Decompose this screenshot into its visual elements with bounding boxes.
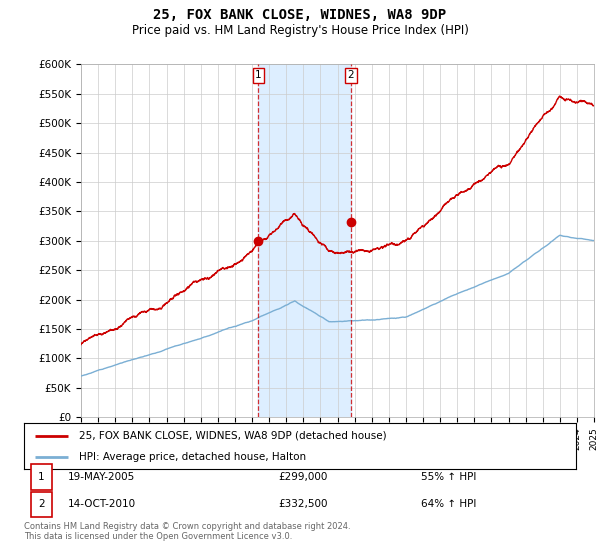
Text: 2: 2 [38, 500, 44, 510]
Text: Price paid vs. HM Land Registry's House Price Index (HPI): Price paid vs. HM Land Registry's House … [131, 24, 469, 36]
Bar [259, 64, 351, 417]
Text: 1: 1 [38, 472, 44, 482]
Text: 55% ↑ HPI: 55% ↑ HPI [421, 472, 477, 482]
Text: 25, FOX BANK CLOSE, WIDNES, WA8 9DP: 25, FOX BANK CLOSE, WIDNES, WA8 9DP [154, 8, 446, 22]
FancyBboxPatch shape [31, 492, 52, 517]
Text: 64% ↑ HPI: 64% ↑ HPI [421, 500, 477, 510]
Text: Contains HM Land Registry data © Crown copyright and database right 2024.
This d: Contains HM Land Registry data © Crown c… [24, 522, 350, 542]
Text: £299,000: £299,000 [278, 472, 327, 482]
Text: HPI: Average price, detached house, Halton: HPI: Average price, detached house, Halt… [79, 452, 307, 462]
Text: 19-MAY-2005: 19-MAY-2005 [68, 472, 136, 482]
Text: 25, FOX BANK CLOSE, WIDNES, WA8 9DP (detached house): 25, FOX BANK CLOSE, WIDNES, WA8 9DP (det… [79, 431, 387, 441]
Text: 2: 2 [347, 70, 355, 80]
Text: 1: 1 [255, 70, 262, 80]
Text: £332,500: £332,500 [278, 500, 328, 510]
FancyBboxPatch shape [31, 464, 52, 490]
Text: 14-OCT-2010: 14-OCT-2010 [68, 500, 136, 510]
